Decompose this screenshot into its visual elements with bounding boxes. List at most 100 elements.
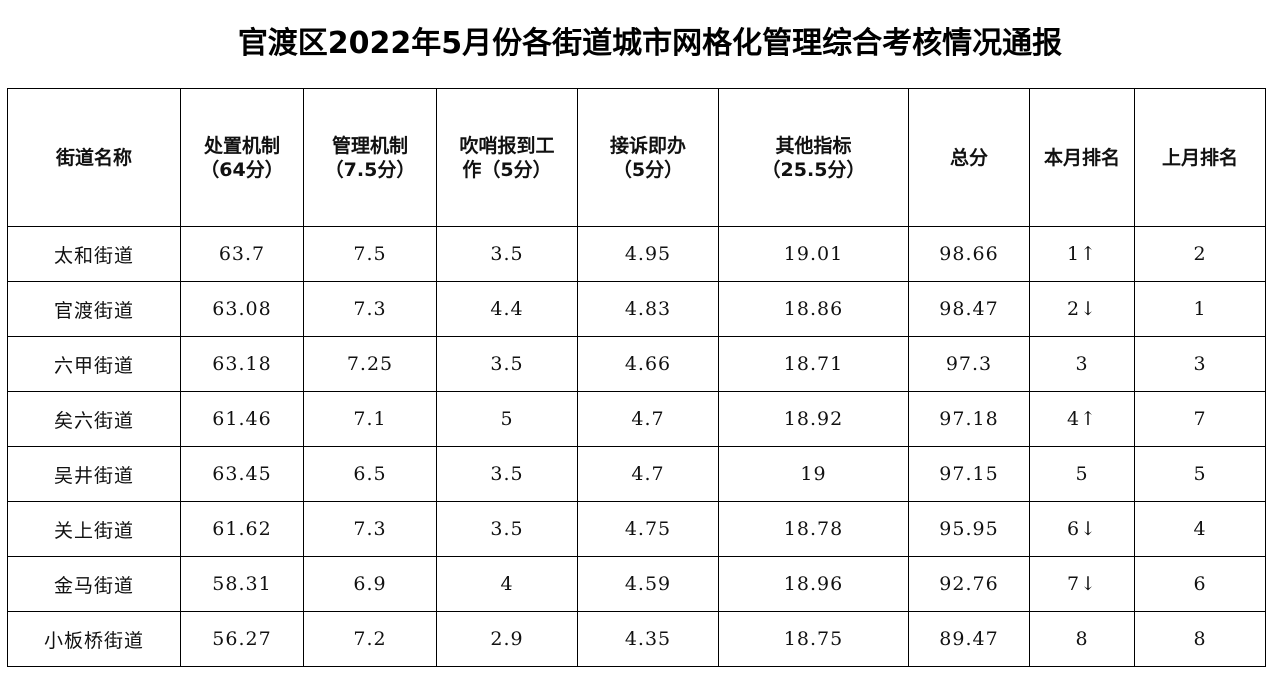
cell-whistle: 3.5 <box>436 501 578 557</box>
cell-total: 97.18 <box>908 391 1030 447</box>
table-row: 吴井街道 63.45 6.5 3.5 4.7 19 97.15 5 5 <box>7 446 1266 502</box>
cell-management: 7.3 <box>303 501 437 557</box>
cell-last-rank: 7 <box>1134 391 1266 447</box>
cell-total: 98.47 <box>908 281 1030 337</box>
table-body: 太和街道 63.7 7.5 3.5 4.95 19.01 98.66 1↑ 2 官渡街道 63.08… <box>7 226 1266 667</box>
header-disposal: 处置机制 （64分） <box>180 88 304 227</box>
cell-street-name: 矣六街道 <box>7 391 181 447</box>
cell-last-rank: 1 <box>1134 281 1266 337</box>
table-row: 关上街道 61.62 7.3 3.5 4.75 18.78 95.95 6↓ 4 <box>7 501 1266 557</box>
cell-disposal: 58.31 <box>180 556 304 612</box>
header-whistle: 吹哨报到工 作（5分） <box>436 88 578 227</box>
cell-management: 7.25 <box>303 336 437 392</box>
cell-management: 7.2 <box>303 611 437 667</box>
cell-other: 18.86 <box>718 281 909 337</box>
cell-complaint: 4.7 <box>577 391 719 447</box>
cell-disposal: 61.62 <box>180 501 304 557</box>
cell-whistle: 3.5 <box>436 226 578 282</box>
cell-complaint: 4.66 <box>577 336 719 392</box>
table-row: 太和街道 63.7 7.5 3.5 4.95 19.01 98.66 1↑ 2 <box>7 226 1266 282</box>
cell-other: 18.75 <box>718 611 909 667</box>
cell-rank: 2↓ <box>1029 281 1135 337</box>
header-sublabel: （5分） <box>612 158 684 181</box>
header-last-rank: 上月排名 <box>1134 88 1266 227</box>
page-title: 官渡区2022年5月份各街道城市网格化管理综合考核情况通报 <box>237 26 1063 61</box>
cell-total: 97.15 <box>908 446 1030 502</box>
cell-complaint: 4.95 <box>577 226 719 282</box>
cell-other: 18.92 <box>718 391 909 447</box>
header-label: 街道名称 <box>55 146 132 169</box>
cell-rank: 4↑ <box>1029 391 1135 447</box>
cell-disposal: 61.46 <box>180 391 304 447</box>
cell-complaint: 4.83 <box>577 281 719 337</box>
cell-last-rank: 4 <box>1134 501 1266 557</box>
table-row: 矣六街道 61.46 7.1 5 4.7 18.92 97.18 4↑ 7 <box>7 391 1266 447</box>
header-total: 总分 <box>908 88 1030 227</box>
cell-complaint: 4.35 <box>577 611 719 667</box>
cell-disposal: 63.7 <box>180 226 304 282</box>
cell-whistle: 3.5 <box>436 336 578 392</box>
cell-disposal: 63.08 <box>180 281 304 337</box>
cell-total: 98.66 <box>908 226 1030 282</box>
cell-other: 18.78 <box>718 501 909 557</box>
header-label: 管理机制 <box>331 134 408 157</box>
cell-rank: 5 <box>1029 446 1135 502</box>
cell-total: 95.95 <box>908 501 1030 557</box>
cell-other: 18.96 <box>718 556 909 612</box>
header-sublabel: （7.5分） <box>324 158 416 181</box>
header-other: 其他指标 （25.5分） <box>718 88 909 227</box>
assessment-table: 街道名称 处置机制 （64分） 管理机制 （7.5分） 吹哨报到工 作（5分） … <box>7 88 1266 667</box>
table-row: 官渡街道 63.08 7.3 4.4 4.83 18.86 98.47 2↓ 1 <box>7 281 1266 337</box>
cell-management: 7.1 <box>303 391 437 447</box>
cell-whistle: 4 <box>436 556 578 612</box>
cell-whistle: 2.9 <box>436 611 578 667</box>
cell-last-rank: 3 <box>1134 336 1266 392</box>
cell-total: 92.76 <box>908 556 1030 612</box>
header-label: 上月排名 <box>1161 146 1238 169</box>
header-label: 总分 <box>949 146 988 169</box>
cell-street-name: 小板桥街道 <box>7 611 181 667</box>
header-sublabel: （25.5分） <box>761 158 866 181</box>
header-management: 管理机制 （7.5分） <box>303 88 437 227</box>
table-row: 六甲街道 63.18 7.25 3.5 4.66 18.71 97.3 3 3 <box>7 336 1266 392</box>
cell-management: 6.5 <box>303 446 437 502</box>
header-label: 处置机制 <box>203 134 280 157</box>
header-row: 街道名称 处置机制 （64分） 管理机制 （7.5分） 吹哨报到工 作（5分） … <box>7 88 1266 227</box>
table-row: 小板桥街道 56.27 7.2 2.9 4.35 18.75 89.47 8 8 <box>7 611 1266 667</box>
cell-street-name: 太和街道 <box>7 226 181 282</box>
cell-rank: 1↑ <box>1029 226 1135 282</box>
cell-street-name: 吴井街道 <box>7 446 181 502</box>
table-row: 金马街道 58.31 6.9 4 4.59 18.96 92.76 7↓ 6 <box>7 556 1266 612</box>
cell-disposal: 63.18 <box>180 336 304 392</box>
cell-management: 7.5 <box>303 226 437 282</box>
cell-last-rank: 8 <box>1134 611 1266 667</box>
cell-last-rank: 5 <box>1134 446 1266 502</box>
header-complaint: 接诉即办 （5分） <box>577 88 719 227</box>
cell-disposal: 63.45 <box>180 446 304 502</box>
header-label: 接诉即办 <box>609 134 686 157</box>
cell-complaint: 4.7 <box>577 446 719 502</box>
cell-last-rank: 2 <box>1134 226 1266 282</box>
cell-street-name: 六甲街道 <box>7 336 181 392</box>
cell-rank: 7↓ <box>1029 556 1135 612</box>
cell-disposal: 56.27 <box>180 611 304 667</box>
header-sublabel: （64分） <box>200 158 284 181</box>
header-rank: 本月排名 <box>1029 88 1135 227</box>
cell-whistle: 5 <box>436 391 578 447</box>
cell-complaint: 4.75 <box>577 501 719 557</box>
cell-whistle: 4.4 <box>436 281 578 337</box>
cell-street-name: 官渡街道 <box>7 281 181 337</box>
cell-total: 97.3 <box>908 336 1030 392</box>
cell-management: 7.3 <box>303 281 437 337</box>
cell-street-name: 金马街道 <box>7 556 181 612</box>
cell-other: 19.01 <box>718 226 909 282</box>
header-label: 本月排名 <box>1043 146 1120 169</box>
header-sublabel: 作（5分） <box>462 158 552 181</box>
header-label: 吹哨报到工 <box>459 134 555 157</box>
cell-total: 89.47 <box>908 611 1030 667</box>
cell-complaint: 4.59 <box>577 556 719 612</box>
cell-management: 6.9 <box>303 556 437 612</box>
cell-whistle: 3.5 <box>436 446 578 502</box>
cell-rank: 6↓ <box>1029 501 1135 557</box>
header-label: 其他指标 <box>775 134 852 157</box>
